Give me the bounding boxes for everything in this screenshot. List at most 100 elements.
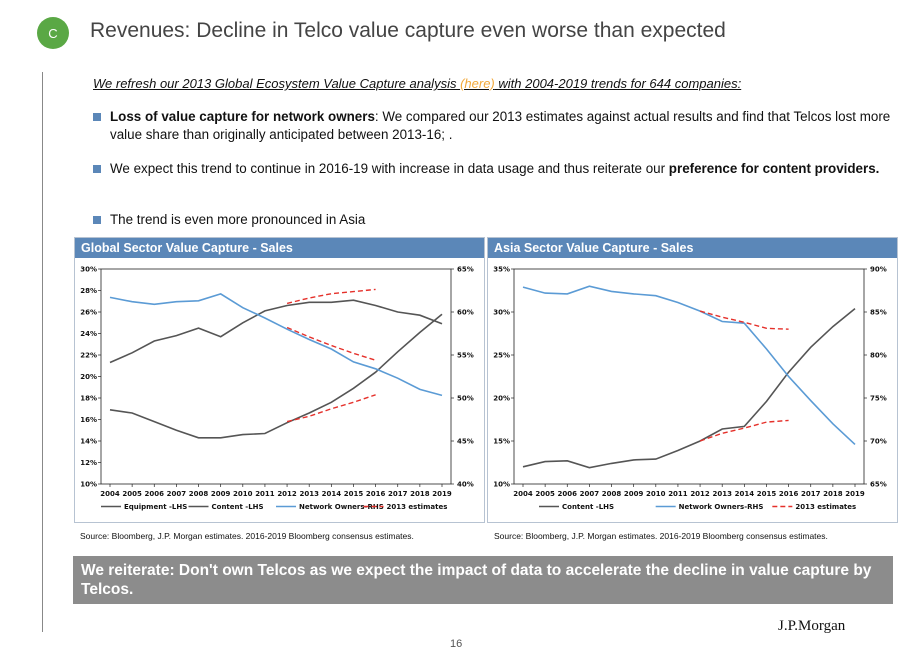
series-line-2013-estimates: [286, 288, 376, 305]
bullet-3: The trend is even more pronounced in Asi…: [93, 211, 893, 229]
legend-label: Content -LHS: [562, 503, 614, 511]
plot-area: [513, 268, 865, 485]
plot-area: [100, 268, 452, 485]
chart-global: 30% 28% 26% 24% 22% 20% 18% 16% 14% 12% 10% 65% 60% 5…: [80, 266, 474, 512]
bullet-1: Loss of value capture for network owners…: [93, 108, 893, 144]
y-right-tick-label: 75%: [870, 395, 887, 403]
bullet-square-icon: [93, 216, 101, 224]
bullet-2: We expect this trend to continue in 2016…: [93, 160, 893, 178]
x-tick-label: 2009: [211, 490, 231, 498]
y-left-tick-label: 20%: [493, 395, 510, 403]
x-tick-label: 2017: [801, 490, 821, 498]
legend-label: 2013 estimates: [387, 503, 448, 511]
x-tick-label: 2006: [558, 490, 578, 498]
x-tick-label: 2008: [189, 490, 209, 498]
x-tick-label: 2008: [602, 490, 622, 498]
x-tick-label: 2007: [580, 490, 600, 498]
x-tick-label: 2018: [410, 490, 430, 498]
y-right-tick-label: 90%: [870, 266, 887, 274]
x-tick-label: 2016: [779, 490, 799, 498]
bullet-1-text: : We compared our 2013 estimates against…: [110, 109, 891, 142]
bullet-2-bold: preference for content providers.: [668, 161, 880, 176]
x-tick-label: 2005: [535, 490, 555, 498]
x-tick-label: 2016: [366, 490, 386, 498]
intro-after: with 2004-2019 trends for 644 companies:: [494, 76, 742, 91]
x-tick-label: 2012: [277, 490, 297, 498]
x-tick-label: 2019: [432, 490, 452, 498]
legend-label: Equipment -LHS: [124, 503, 187, 511]
chart-asia: 35% 30% 25% 20% 15% 10% 90% 85% 80% 75% 70% 65% 2004…: [493, 266, 887, 512]
y-right-tick-label: 65%: [457, 266, 474, 274]
y-right-tick-label: 50%: [457, 395, 474, 403]
x-tick-label: 2013: [299, 490, 319, 498]
intro-link[interactable]: (here): [460, 76, 495, 91]
x-tick-label: 2004: [513, 490, 533, 498]
y-right-tick-label: 40%: [457, 481, 474, 489]
y-left-tick-label: 10%: [80, 481, 97, 489]
y-left-tick-label: 28%: [80, 287, 97, 295]
y-left-tick-label: 10%: [493, 481, 510, 489]
page-title: Revenues: Decline in Telco value capture…: [90, 19, 726, 42]
chart-title-global: Global Sector Value Capture - Sales: [75, 238, 484, 258]
jpmorgan-logo: J.P.Morgan: [778, 618, 846, 634]
legend-label: Network Owners-RHS: [679, 503, 764, 511]
y-left-tick-label: 18%: [80, 395, 97, 403]
y-left-tick-label: 25%: [493, 352, 510, 360]
intro-before: We refresh our 2013 Global Ecosystem Val…: [93, 76, 461, 91]
bullet-square-icon: [93, 113, 101, 121]
chart-panel-asia: Asia Sector Value Capture - Sales 35% 30%…: [487, 237, 898, 523]
y-left-tick-label: 14%: [80, 438, 97, 446]
bullet-3-text: The trend is even more pronounced in Asi…: [110, 212, 366, 227]
x-tick-label: 2011: [668, 490, 688, 498]
y-left-tick-label: 30%: [493, 309, 510, 317]
x-tick-label: 2007: [167, 490, 187, 498]
y-left-tick-label: 26%: [80, 309, 97, 317]
series-line-network-owners-rhs: [109, 293, 443, 397]
y-left-tick-label: 16%: [80, 416, 97, 424]
y-right-tick-label: 85%: [870, 309, 887, 317]
x-tick-label: 2017: [388, 490, 408, 498]
series-line-network-owners-rhs: [522, 285, 856, 445]
x-tick-label: 2011: [255, 490, 275, 498]
x-tick-label: 2010: [646, 490, 666, 498]
y-right-tick-label: 70%: [870, 438, 887, 446]
x-tick-label: 2009: [624, 490, 644, 498]
x-tick-label: 2015: [757, 490, 777, 498]
y-left-tick-label: 22%: [80, 352, 97, 360]
x-tick-label: 2005: [122, 490, 142, 498]
x-tick-label: 2013: [712, 490, 732, 498]
bullet-1-bold: Loss of value capture for network owners: [110, 109, 375, 124]
y-left-tick-label: 30%: [80, 266, 97, 274]
series-line-2013-estimates: [699, 419, 789, 442]
bullet-square-icon: [93, 165, 101, 173]
series-line-equipment-lhs: [109, 299, 443, 364]
y-left-tick-label: 20%: [80, 373, 97, 381]
series-line-2013-estimates: [699, 310, 789, 330]
series-line-2013-estimates: [286, 394, 376, 423]
intro-text: We refresh our 2013 Global Ecosystem Val…: [93, 76, 741, 91]
y-right-tick-label: 80%: [870, 352, 887, 360]
x-tick-label: 2018: [823, 490, 843, 498]
chart-panel-global: Global Sector Value Capture - Sales 30% 2…: [74, 237, 485, 523]
x-tick-label: 2014: [322, 490, 342, 498]
section-badge: C: [37, 17, 69, 49]
x-tick-label: 2014: [735, 490, 755, 498]
chart-title-asia: Asia Sector Value Capture - Sales: [488, 238, 897, 258]
y-right-tick-label: 55%: [457, 352, 474, 360]
x-tick-label: 2019: [845, 490, 865, 498]
series-line-2013-estimates: [286, 326, 376, 361]
y-left-tick-label: 12%: [80, 459, 97, 467]
series-line-content-lhs: [109, 313, 443, 439]
x-tick-label: 2010: [233, 490, 253, 498]
page-number: 16: [450, 638, 463, 650]
legend-label: Content -LHS: [212, 503, 264, 511]
y-right-tick-label: 65%: [870, 481, 887, 489]
y-left-tick-label: 35%: [493, 266, 510, 274]
chart-source-global: Source: Bloomberg, J.P. Morgan estimates…: [80, 531, 414, 541]
y-left-tick-label: 15%: [493, 438, 510, 446]
legend-label: Network Owners-RHS: [299, 503, 384, 511]
x-tick-label: 2012: [690, 490, 710, 498]
bullet-2-text: We expect this trend to continue in 2016…: [110, 161, 669, 176]
x-tick-label: 2004: [100, 490, 120, 498]
legend-label: 2013 estimates: [795, 503, 856, 511]
